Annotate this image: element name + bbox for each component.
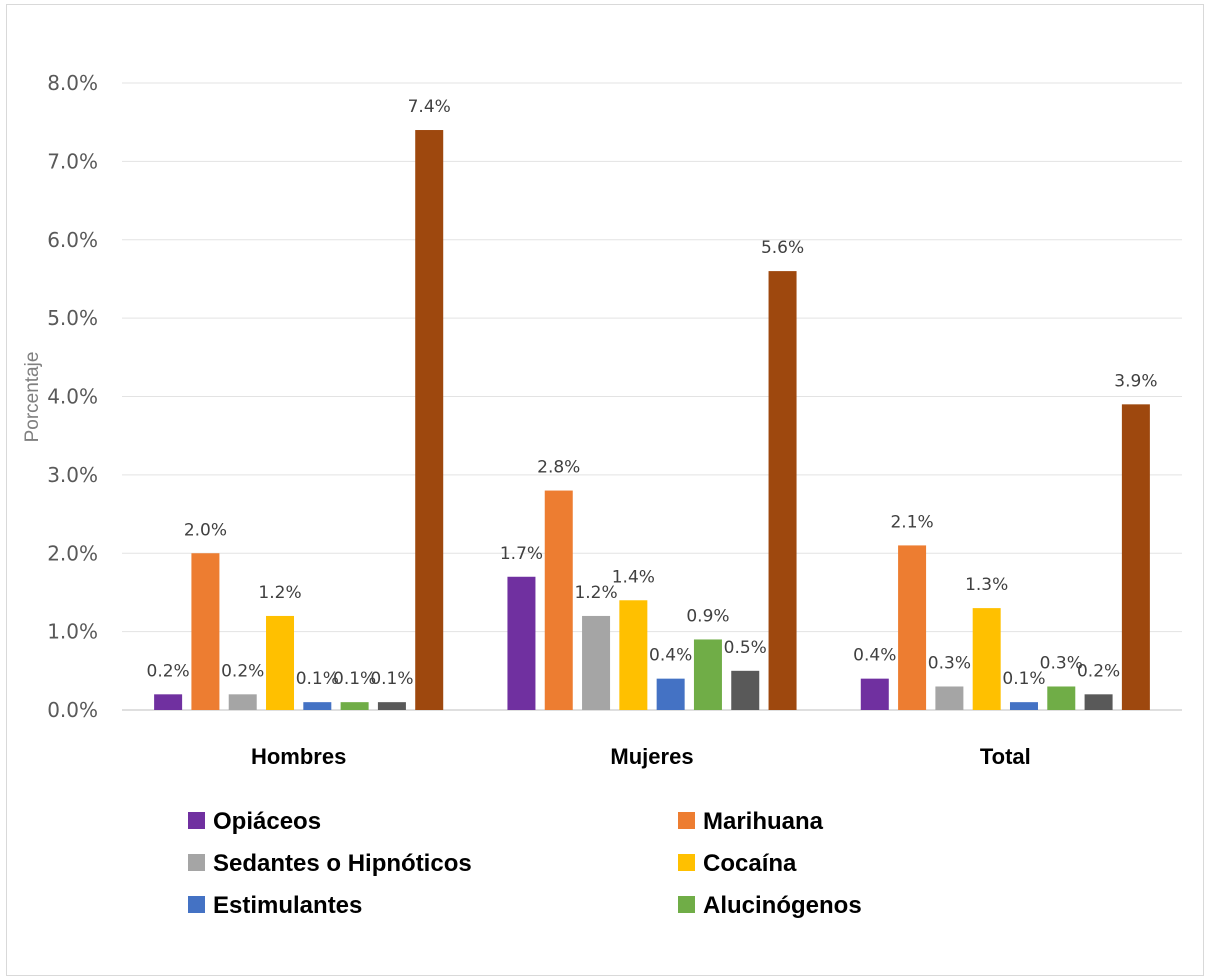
bars [154,130,1150,710]
data-label: 1.2% [574,583,617,603]
y-tick-label: 3.0% [47,463,98,487]
bar [619,600,648,710]
data-label: 0.5% [724,638,767,658]
bar [266,615,295,710]
data-label: 1.4% [612,567,655,587]
data-label: 0.4% [853,646,896,666]
legend-swatch [188,854,205,871]
data-label: 0.1% [296,669,339,689]
category-label: Total [980,744,1031,769]
y-tick-label: 0.0% [47,698,98,722]
legend-label: Marihuana [703,808,824,835]
legend-swatch [678,896,695,913]
data-label: 1.2% [258,583,301,603]
data-label: 0.4% [649,646,692,666]
gridlines [122,82,1182,711]
bar [415,130,444,710]
legend-label: Opiáceos [213,808,321,835]
y-tick-label: 8.0% [47,71,98,95]
bar [972,608,1001,710]
data-label: 5.6% [761,238,804,258]
data-label: 1.7% [500,544,543,564]
bar [303,702,332,710]
bar [544,490,573,710]
data-label: 0.1% [333,669,376,689]
data-label: 0.1% [1002,669,1045,689]
y-tick-label: 6.0% [47,228,98,252]
y-tick-label: 2.0% [47,541,98,565]
chart-frame [6,4,1204,976]
y-tick-label: 7.0% [47,149,98,173]
bar [340,702,369,710]
data-label: 7.4% [408,97,451,117]
y-axis-label: Porcentaje [22,352,43,443]
bar [768,271,797,710]
category-label: Hombres [251,744,346,769]
data-label: 0.9% [686,606,729,626]
data-label: 2.0% [184,520,227,540]
bar [935,686,964,710]
bar [898,545,927,710]
data-label: 2.1% [890,512,933,532]
legend-swatch [678,854,695,871]
data-label: 0.2% [147,661,190,681]
data-label: 0.2% [1077,661,1120,681]
data-label: 0.1% [370,669,413,689]
bar [507,576,536,710]
bar [860,678,889,710]
bar [731,670,760,710]
y-axis-ticks: 0.0% 1.0% 2.0% 3.0% 4.0% 5.0% 6.0% 7.0% 8.0% [47,71,98,722]
legend-label: Alucinógenos [703,892,862,919]
category-label: Mujeres [610,744,693,769]
data-label: 0.3% [928,653,971,673]
y-tick-label: 1.0% [47,620,98,644]
bar [154,694,183,710]
data-label: 2.8% [537,458,580,478]
bar [656,678,685,710]
legend-label: Cocaína [703,850,797,877]
bar [1047,686,1076,710]
bar [1084,694,1113,710]
legend-swatch [188,896,205,913]
x-axis-categories: Hombres Mujeres Total [251,744,1031,769]
legend: Opiáceos Marihuana Sedantes o Hipnóticos Co… [188,808,862,919]
y-tick-label: 5.0% [47,306,98,330]
legend-label: Estimulantes [213,892,362,919]
data-label: 1.3% [965,575,1008,595]
y-tick-label: 4.0% [47,385,98,409]
bar [191,553,220,710]
legend-label: Sedantes o Hipnóticos [213,850,472,877]
data-label: 0.2% [221,661,264,681]
data-label: 3.9% [1114,371,1157,391]
data-label: 0.3% [1040,653,1083,673]
bar [1121,404,1150,710]
bar [582,615,611,710]
bar [693,639,722,710]
bar [377,702,406,710]
bar [228,694,257,710]
data-labels: 0.2%2.0%0.2%1.2%0.1%0.1%0.1%7.4%1.7%2.8%… [147,97,1158,689]
legend-swatch [678,812,695,829]
bar [1009,702,1038,710]
legend-swatch [188,812,205,829]
